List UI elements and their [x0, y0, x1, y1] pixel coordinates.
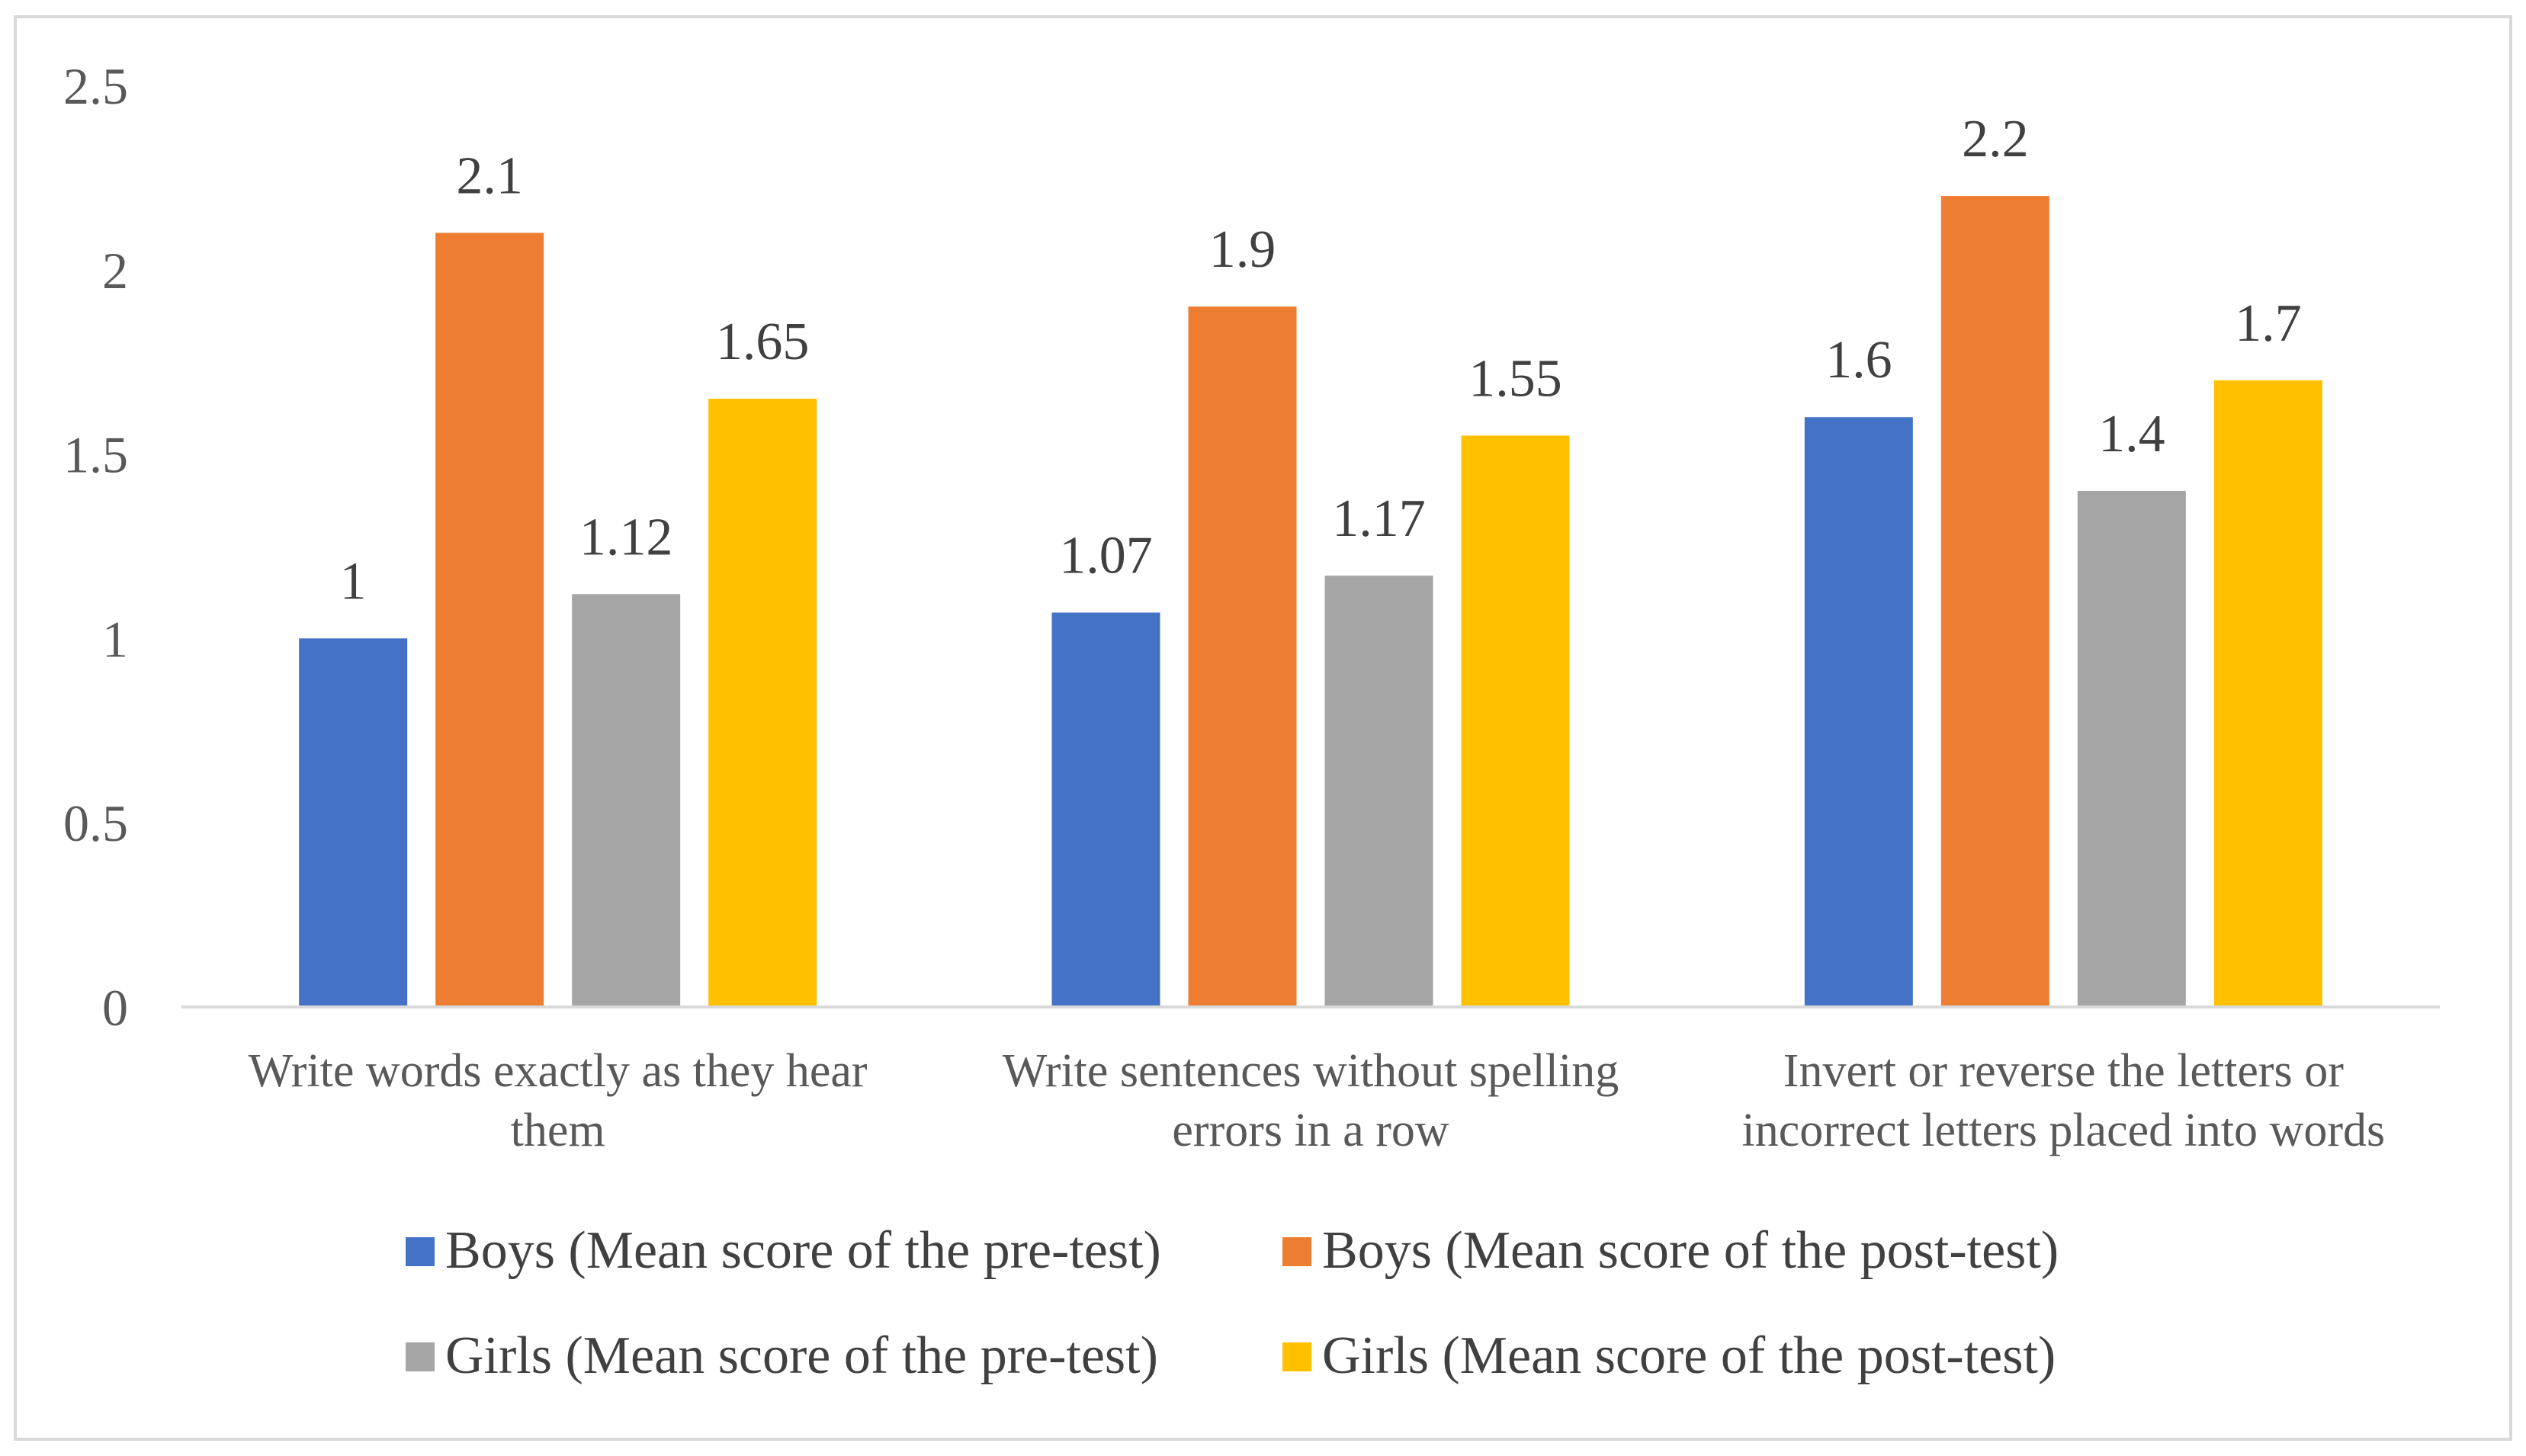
- bar: [1051, 612, 1160, 1007]
- legend-swatch: [1282, 1237, 1311, 1266]
- y-tick-label: 1: [102, 610, 128, 668]
- legend-swatch: [1282, 1342, 1311, 1371]
- bar: [1324, 576, 1433, 1007]
- legend-label: Girls (Mean score of the pre-test): [445, 1326, 1158, 1385]
- y-tick-label: 1.5: [63, 426, 128, 484]
- legend-label: Girls (Mean score of the post-test): [1322, 1326, 2056, 1385]
- bar: [708, 399, 817, 1007]
- legend-label: Boys (Mean score of the post-test): [1322, 1221, 2059, 1280]
- category-label: Invert or reverse the letters or: [1783, 1045, 2344, 1097]
- bar: [2213, 380, 2322, 1007]
- data-label: 1.6: [1825, 331, 1892, 390]
- category-labels: Write words exactly as they hear them Writ…: [249, 1045, 2385, 1156]
- category-label: errors in a row: [1172, 1105, 1449, 1156]
- bars: [299, 196, 2322, 1008]
- legend-swatch: [406, 1237, 435, 1266]
- legend-label: Boys (Mean score of the pre-test): [445, 1221, 1161, 1280]
- data-label: 1.7: [2235, 294, 2302, 353]
- data-label: 1.9: [1209, 220, 1276, 279]
- y-axis-tick-labels: 0 0.5 1 1.5 2 2.5: [63, 57, 128, 1037]
- bar: [1188, 306, 1297, 1007]
- legend-swatch: [406, 1342, 435, 1371]
- data-label: 1.65: [716, 313, 810, 371]
- data-label: 1.12: [579, 508, 673, 566]
- legend: Boys (Mean score of the pre-test) Boys (M…: [406, 1221, 2059, 1385]
- data-label: 1.17: [1332, 489, 1426, 548]
- bar: [1804, 417, 1913, 1007]
- data-label: 1: [340, 552, 367, 611]
- bar: [1461, 435, 1570, 1007]
- data-labels: 1 2.1 1.12 1.65 1.07 1.9 1.17 1.55 1.6 2.2 1.4 1.7: [340, 110, 2302, 611]
- y-tick-label: 0.5: [63, 794, 128, 852]
- y-tick-label: 0: [102, 979, 128, 1037]
- category-label: Write words exactly as they hear: [249, 1045, 868, 1097]
- y-tick-label: 2.5: [63, 57, 128, 115]
- bar: [435, 233, 544, 1007]
- bar: [1940, 196, 2049, 1008]
- data-label: 1.55: [1468, 349, 1562, 408]
- data-label: 1.4: [2098, 405, 2165, 463]
- data-label: 2.2: [1962, 110, 2029, 168]
- bar: [299, 638, 408, 1007]
- data-label: 2.1: [456, 146, 523, 205]
- category-label: them: [511, 1105, 605, 1156]
- y-tick-label: 2: [102, 242, 128, 300]
- category-label: Write sentences without spelling: [1003, 1045, 1619, 1097]
- bar: [572, 594, 681, 1007]
- data-label: 1.07: [1059, 527, 1153, 585]
- category-label: incorrect letters placed into words: [1742, 1105, 2386, 1156]
- bar: [2077, 490, 2186, 1007]
